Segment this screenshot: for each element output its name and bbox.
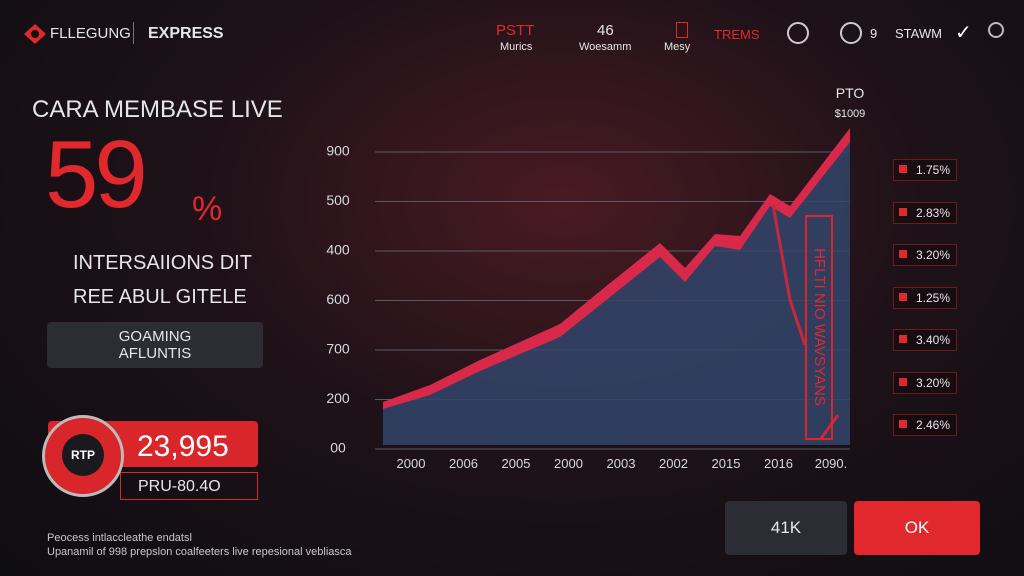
rate-icon — [899, 250, 907, 258]
subtitle: INTERSAIIONS DIT — [73, 252, 252, 274]
nav-icon — [676, 22, 688, 38]
sub-box — [120, 472, 258, 500]
nav-item[interactable]: Mesy — [664, 41, 691, 53]
profile-icon[interactable] — [840, 22, 862, 44]
search-icon[interactable] — [988, 22, 1004, 38]
primary-button[interactable]: OK — [854, 501, 980, 555]
rate-icon — [899, 335, 907, 343]
logo: FLLEGUNG — [50, 25, 131, 42]
vertical-text: HFLTI NIO WAVSYANS — [811, 248, 828, 406]
globe-icon[interactable] — [787, 22, 809, 44]
rate-value: 3.20% — [915, 375, 950, 390]
rate-item[interactable]: 2.46% — [893, 414, 957, 436]
rate-icon — [899, 292, 907, 301]
sub-label: PRU-80.4O — [138, 478, 221, 495]
rate-item[interactable]: 1.75% — [893, 159, 957, 181]
button[interactable]: GOAMING AFLUNTIS — [47, 322, 263, 368]
secondary-button[interactable]: 41K — [725, 501, 847, 555]
nav-top: 46 — [597, 22, 614, 39]
vertical-box — [805, 215, 833, 440]
y-label: 500 — [326, 192, 350, 208]
rate-icon — [899, 207, 907, 216]
y-label: 900 — [326, 143, 350, 159]
nav-item[interactable]: Woesamm — [579, 41, 632, 53]
rate-value: 1.75% — [915, 163, 950, 177]
annotation: PTO — [836, 85, 865, 101]
rate-item[interactable]: 3.20% — [893, 371, 957, 394]
x-label: 2000 — [397, 456, 426, 471]
rate-item[interactable]: 2.83% — [893, 201, 957, 224]
footer-text: Upanamil of 998 prepslon coalfeeters liv… — [47, 546, 352, 558]
unit: % — [192, 190, 223, 228]
big-value: 59 — [45, 121, 148, 228]
y-label: 200 — [326, 390, 350, 406]
x-label: 2015 — [712, 456, 741, 471]
divider — [133, 22, 134, 44]
user[interactable]: STAWM — [895, 26, 942, 41]
drop-line — [771, 204, 840, 441]
rate-value: 2.46% — [915, 418, 950, 432]
title: CARA MEMBASE LIVE — [32, 96, 283, 123]
rate-item[interactable]: 3.40% — [893, 329, 957, 351]
rate-icon — [899, 165, 907, 173]
annotation-value: $1009 — [835, 108, 866, 120]
y-label: 00 — [330, 440, 346, 456]
rate-value: 2.83% — [915, 205, 950, 220]
amount: 23,995 — [137, 430, 229, 463]
button-label: AFLUNTIS — [118, 345, 192, 362]
rate-item[interactable]: 1.25% — [893, 286, 957, 309]
count: 9 — [870, 26, 878, 41]
y-label: 400 — [326, 242, 350, 258]
footer-text: Peocess intlaccleathe endatsl — [47, 532, 192, 544]
rate-value: 1.25% — [915, 290, 950, 305]
rate-item[interactable]: 3.20% — [893, 244, 957, 266]
x-label: 2002 — [659, 456, 688, 471]
badge-label: RTP — [62, 434, 104, 476]
button-label: GOAMING — [118, 328, 192, 345]
x-label: 2006 — [449, 456, 478, 471]
subtitle: REE ABUL GITELE — [73, 286, 247, 308]
x-label: 2005 — [502, 456, 531, 471]
nav-top: PSTT — [496, 22, 535, 39]
x-label: 2000 — [554, 456, 583, 471]
edit-icon[interactable]: ✓ — [955, 22, 972, 44]
nav-item[interactable]: Murics — [500, 41, 533, 53]
y-label: 600 — [326, 291, 350, 307]
rate-icon — [899, 420, 907, 428]
brand: EXPRESS — [148, 25, 224, 42]
rate-icon — [899, 377, 907, 386]
rate-value: 3.20% — [915, 248, 950, 262]
x-label: 2016 — [764, 456, 793, 471]
rate-value: 3.40% — [915, 333, 950, 347]
trends[interactable]: TREMS — [714, 27, 760, 42]
y-label: 700 — [326, 341, 350, 357]
x-label: 2003 — [607, 456, 636, 471]
logo-icon — [24, 24, 46, 44]
x-label: 2090. — [815, 456, 848, 471]
